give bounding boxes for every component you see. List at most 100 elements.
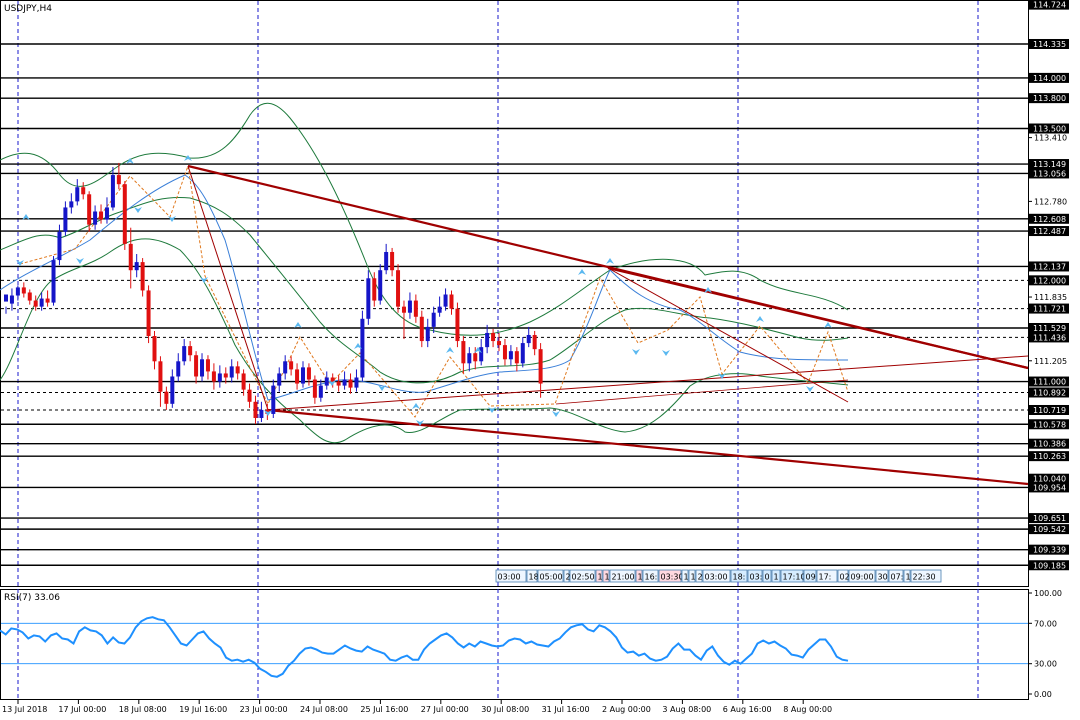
candle-body <box>164 391 169 404</box>
candle-body <box>378 270 383 301</box>
session-box <box>688 569 696 583</box>
fractal-up-arrow-icon <box>184 155 192 161</box>
session-box-label: 18:0 <box>529 573 547 582</box>
time-axis: 13 Jul 2018 17 Jul 00:00 18 Jul 08:00 19 Ju… <box>2 700 832 714</box>
time-axis-label: 3 Aug 08:00 <box>662 705 711 714</box>
candle-body <box>188 346 193 356</box>
session-box <box>780 569 804 583</box>
candle-body <box>354 377 359 388</box>
session-box-label: 07: <box>891 573 904 582</box>
candle-body <box>158 361 163 392</box>
candle-body <box>259 409 264 418</box>
fractal-down-arrow-icon <box>378 385 386 391</box>
price-level-label-box <box>1029 93 1069 104</box>
fractal-down-arrow-icon <box>200 277 208 283</box>
rsi-window-frame <box>0 589 1029 700</box>
candle-body <box>461 341 466 364</box>
candle-body <box>295 369 300 384</box>
session-box-label: 0 <box>765 573 770 582</box>
price-level-label: 111.000 <box>1033 378 1066 387</box>
trendlines <box>187 164 1029 486</box>
price-level-label-box <box>1029 213 1069 224</box>
session-box <box>803 569 817 583</box>
candle-body <box>419 316 424 342</box>
price-level-label-box <box>1029 72 1069 83</box>
candle-body <box>366 278 371 319</box>
price-level-label: 111.436 <box>1033 333 1066 342</box>
session-box <box>702 569 731 583</box>
candle-body <box>502 345 507 360</box>
price-level-label-box <box>1029 159 1069 170</box>
candle-body <box>69 201 74 208</box>
price-level-label-box <box>1029 524 1069 535</box>
session-box-label: 1 <box>638 573 643 582</box>
price-level-label-box <box>1029 261 1069 272</box>
candle-body <box>217 373 222 382</box>
price-level-label-box <box>1029 168 1069 179</box>
price-level-label-box <box>1029 438 1069 449</box>
time-axis-label: 19 Jul 16:00 <box>179 705 227 714</box>
session-box-label: 1 <box>774 573 779 582</box>
session-box <box>762 569 772 583</box>
session-box <box>609 569 636 583</box>
session-box-label: 03: <box>750 573 763 582</box>
session-box <box>747 569 763 583</box>
candle-body <box>390 251 395 271</box>
session-box-label: 1 <box>598 573 603 582</box>
candle-body <box>140 262 145 291</box>
candle-body <box>360 318 365 378</box>
zigzag-line <box>19 165 849 418</box>
fractal-up-arrow-icon <box>412 403 420 409</box>
session-box <box>602 569 610 583</box>
session-box <box>771 569 781 583</box>
price-tick-label: 113.410 <box>1034 134 1067 143</box>
candle-body <box>384 251 389 271</box>
price-level-label: 113.800 <box>1033 94 1066 103</box>
session-box-label: 22:30 <box>913 573 936 582</box>
price-level-label-box <box>1029 332 1069 343</box>
candle-body <box>342 379 347 386</box>
price-level-label: 112.487 <box>1033 227 1066 236</box>
fractal-down-arrow-icon <box>806 386 814 392</box>
candle-body <box>128 243 133 271</box>
price-axis: 113.410 112.780 111.835 111.205 114.724 114.3… <box>1028 0 1069 571</box>
candle-body <box>520 343 525 364</box>
session-box-label: 1 <box>906 573 911 582</box>
candle-body <box>437 306 442 313</box>
time-axis-label: 18 Jul 08:00 <box>119 705 167 714</box>
session-box <box>595 569 603 583</box>
session-box-label: 18: <box>733 573 746 582</box>
price-tick-label: 111.205 <box>1034 357 1067 366</box>
time-axis-label: 25 Jul 16:00 <box>360 705 408 714</box>
candle-body <box>200 359 205 377</box>
fractal-up-arrow-icon <box>756 316 764 322</box>
fractal-down-arrow-icon <box>264 410 272 416</box>
session-box-label: 03:00 <box>705 573 728 582</box>
candle-body <box>431 312 436 327</box>
candle-body <box>491 332 496 342</box>
session-box <box>903 569 911 583</box>
session-box-label: 1 <box>691 573 696 582</box>
fractal-up-arrow-icon <box>22 214 30 220</box>
fractal-down-arrow-icon <box>552 411 560 417</box>
price-level-label: 111.721 <box>1033 305 1066 314</box>
session-box <box>837 569 849 583</box>
bollinger-upper-band <box>0 102 849 336</box>
price-level-label: 114.724 <box>1033 1 1066 10</box>
session-box <box>730 569 748 583</box>
candle-body <box>467 353 472 364</box>
candle-body <box>223 373 228 378</box>
price-level-label-box <box>1029 451 1069 462</box>
session-box-label: 1 <box>684 573 689 582</box>
time-axis-label: 8 Aug 00:00 <box>783 705 832 714</box>
candle-body <box>455 308 460 342</box>
fractal-down-arrow-icon <box>168 216 176 222</box>
candle-body <box>485 332 490 348</box>
session-box <box>526 569 538 583</box>
candle-body <box>306 367 311 380</box>
session-box <box>658 569 682 583</box>
session-box <box>816 569 838 583</box>
candle-body <box>425 326 430 342</box>
candle-body <box>45 298 50 303</box>
